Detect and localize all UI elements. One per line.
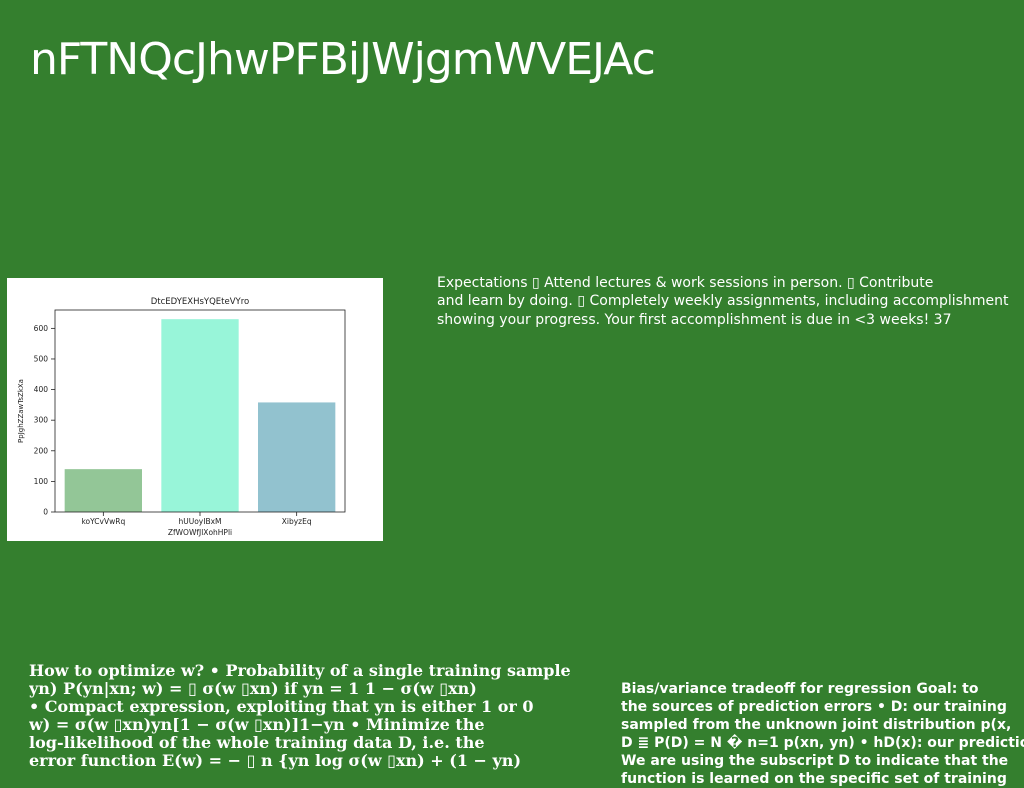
x-tick-label: hUUoyIBxM [178,517,221,526]
bar [258,402,336,512]
y-tick-label: 400 [34,385,49,394]
bias-line: the sources of prediction errors • D: ou… [621,699,1007,715]
bar [161,319,239,512]
bias-line: function is learned on the specific set … [621,771,1007,787]
optimize-line: • Compact expression, exploiting that yn… [29,697,534,717]
optimize-line: How to optimize w? • Probability of a si… [29,662,571,680]
x-tick-label: XibyzEq [282,517,312,526]
expectations-line: showing your progress. Your first accomp… [437,311,952,328]
y-axis-label: PpJghZZawTsZkXa [17,379,25,443]
y-tick-label: 0 [43,508,48,517]
optimize-text: How to optimize w? • Probability of a si… [29,662,589,778]
expectations-line: Expectations ▯ Attend lectures & work se… [437,275,934,291]
y-tick-label: 200 [34,446,49,455]
y-tick-label: 100 [34,477,49,486]
bar-chart: 0 100 200 300 400 500 600 koYCvVwRq hUUoyIBxM Xib… [17,297,346,537]
bias-line: Bias/variance tradeoff for regression Go… [621,681,979,697]
bar-chart-figure: 0 100 200 300 400 500 600 koYCvVwRq hUUoyIBxM Xib… [7,278,383,541]
optimize-line: yn) P(yn|xn; w) = ▯ σ(w ▯xn) if yn = 1 1… [29,679,477,699]
bias-variance-text: Bias/variance tradeoff for regression Go… [621,680,1024,788]
bias-line: We are using the subscript D to indicate… [621,753,1009,769]
bias-line: sampled from the unknown joint distribut… [621,717,1012,733]
y-tick-label: 500 [34,354,49,363]
expectations-line: and learn by doing. ▯ Completely weekly … [437,293,1009,310]
bias-line: D ≣ P(D) = N � n=1 p(xn, yn) • hD(x): ou… [621,735,1024,751]
y-tick-label: 600 [34,324,49,333]
bar [64,469,142,512]
y-tick-label: 300 [34,416,49,425]
expectations-text: Expectations ▯ Attend lectures & work se… [437,274,1024,334]
slide-title: nFTNQcJhwPFBiJWjgmWVEJAc [30,34,656,85]
x-tick-label: koYCvVwRq [81,517,125,526]
optimize-line: log-likelihood of the whole training dat… [29,733,485,753]
x-axis-label: ZfWOWfJlXohHPli [168,528,232,537]
optimize-line: w) = σ(w ▯xn)yn[1 − σ(w ▯xn)]1−yn • Mini… [29,715,485,735]
optimize-line: error function E(w) = − ▯ n {yn log σ(w … [29,751,522,771]
chart-title: DtcEDYEXHsYQEteVYro [151,297,250,307]
